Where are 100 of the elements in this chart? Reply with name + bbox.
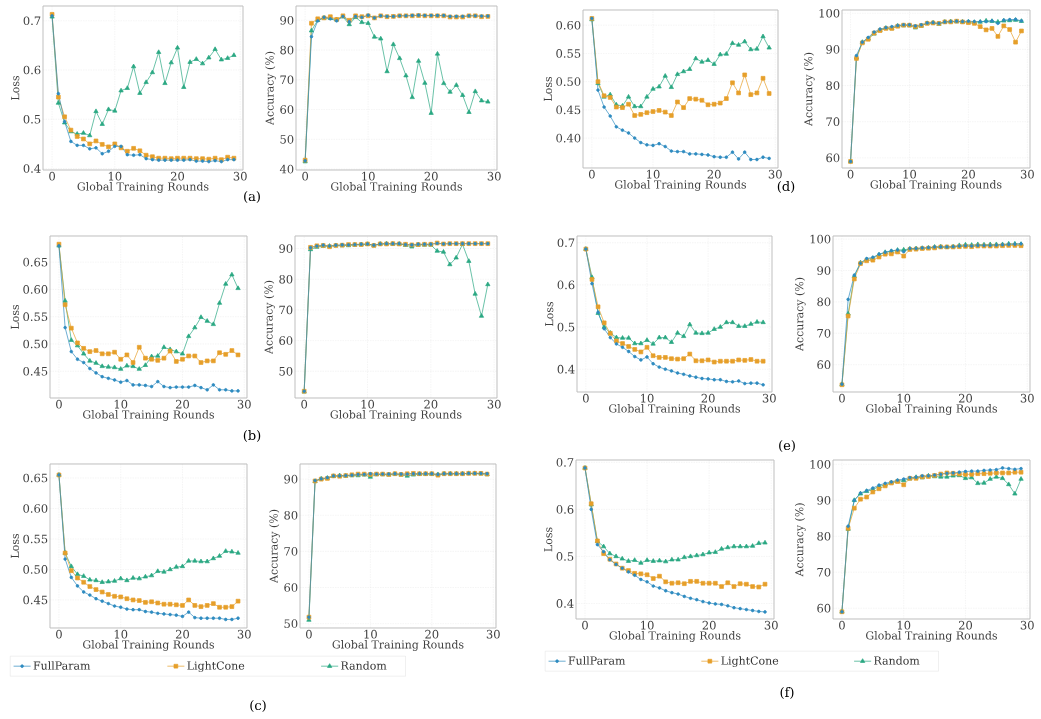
x-axis-title: Global Training Rounds [866,404,998,415]
x-tick-label: 30 [768,169,782,179]
x-tick-label: 30 [1020,393,1034,403]
x-axis-title: Global Training Rounds [83,410,215,421]
x-tick-label: 10 [361,399,375,409]
text: (f) [780,687,794,699]
x-tick-label: 30 [1020,620,1034,630]
y-axis-title: Loss [11,75,20,100]
x-tick-label: 0 [306,629,312,639]
x-axis-title: Global Training Rounds [609,631,741,642]
y-tick-label: 0.7 [23,16,41,26]
y-tick-label: 70 [280,75,294,85]
x-tick-label: 10 [641,620,654,630]
x-axis-title: Global Training Rounds [866,631,998,642]
x-tick-label: 0 [302,171,309,181]
y-tick-label: 60 [817,603,831,613]
x-tick-label: 0 [582,620,588,630]
text: (d) [777,181,795,193]
y-tick-label: 0.65 [23,473,48,483]
y-tick-label: 80 [817,531,831,541]
legend-label: FullParam [568,656,626,665]
x-axis-title: Global Training Rounds [331,182,463,193]
text: (e) [779,440,795,452]
x-tick-label: 10 [108,171,122,181]
y-tick-label: 100 [819,8,840,18]
y-tick-label: 0.7 [557,238,575,248]
y-tick-label: 50 [284,619,298,628]
text: (b) [243,430,261,442]
y-tick-label: 60 [280,105,294,114]
y-tick-label: 0.6 [23,65,41,75]
x-tick-label: 10 [362,171,375,181]
x-tick-label: 0 [56,629,62,639]
x-axis-title: Global Training Rounds [332,640,464,651]
x-tick-label: 10 [903,169,917,179]
x-tick-label: 0 [839,393,845,403]
y-tick-label: 0.65 [23,257,48,267]
y-tick-label: 90 [817,495,831,505]
x-tick-label: 30 [762,393,776,403]
x-axis-title: Global Training Rounds [615,180,747,191]
y-axis-title: Loss [10,533,19,558]
legend-label: Random [341,661,387,670]
legend-label: Random [874,656,920,665]
x-tick-label: 20 [958,620,973,630]
y-tick-label: 0.4 [557,364,575,374]
x-tick-label: 10 [897,620,911,630]
y-tick-label: 0.60 [23,504,48,513]
y-tick-label: 60 [817,360,831,370]
x-axis-title: Global Training Rounds [77,182,209,193]
x-tick-label: 30 [237,629,251,639]
y-tick-label: 0.55 [23,534,48,544]
y-tick-label: 0.6 [557,280,575,290]
x-tick-label: 20 [961,169,975,179]
x-tick-label: 0 [588,169,595,179]
legend-label: LightCone [721,656,779,667]
x-axis-title: Global Training Rounds [330,410,462,421]
x-tick-label: 20 [424,171,438,181]
x-tick-label: 0 [49,171,55,181]
x-tick-label: 20 [175,399,190,409]
y-tick-label: 0.40 [556,133,581,143]
y-tick-label: 80 [279,274,293,284]
y-tick-label: 100 [810,459,831,469]
y-tick-label: 50 [280,134,294,144]
y-tick-label: 60 [284,583,298,592]
x-tick-label: 10 [114,399,128,409]
x-tick-label: 30 [487,399,501,409]
x-tick-label: 10 [364,629,377,639]
x-tick-label: 0 [582,393,589,403]
x-tick-label: 10 [114,629,128,639]
y-axis-title: Loss [544,527,553,552]
y-tick-label: 0.55 [556,49,581,58]
y-tick-label: 0.5 [23,114,41,124]
y-tick-label: 90 [284,474,298,484]
y-tick-label: 70 [284,547,298,556]
x-tick-label: 30 [1020,169,1034,179]
y-tick-label: 80 [817,297,831,307]
x-tick-label: 20 [175,629,190,639]
y-axis-title: Loss [10,304,20,329]
x-tick-label: 30 [233,171,247,181]
y-tick-label: 90 [279,244,293,253]
y-tick-label: 0.5 [556,552,574,561]
legend-label: LightCone [187,661,245,672]
x-tick-label: 30 [764,620,778,630]
y-axis-title: Accuracy (%) [269,509,280,584]
y-axis-title: Accuracy (%) [264,280,275,355]
y-tick-label: 70 [817,328,831,338]
y-tick-label: 90 [280,15,294,25]
x-tick-label: 0 [301,399,308,409]
y-tick-label: 50 [279,366,293,376]
y-tick-label: 0.50 [23,339,48,349]
y-tick-label: 90 [817,266,831,275]
x-tick-label: 30 [487,171,501,181]
x-tick-label: 0 [56,399,62,409]
x-axis-title: Global Training Rounds [83,640,215,651]
y-tick-label: 80 [280,45,294,55]
x-tick-label: 10 [641,393,654,403]
y-tick-label: 70 [817,567,831,577]
x-tick-label: 30 [486,629,500,639]
x-tick-label: 20 [701,393,715,403]
text: (c) [250,700,266,712]
x-tick-label: 20 [702,620,716,630]
